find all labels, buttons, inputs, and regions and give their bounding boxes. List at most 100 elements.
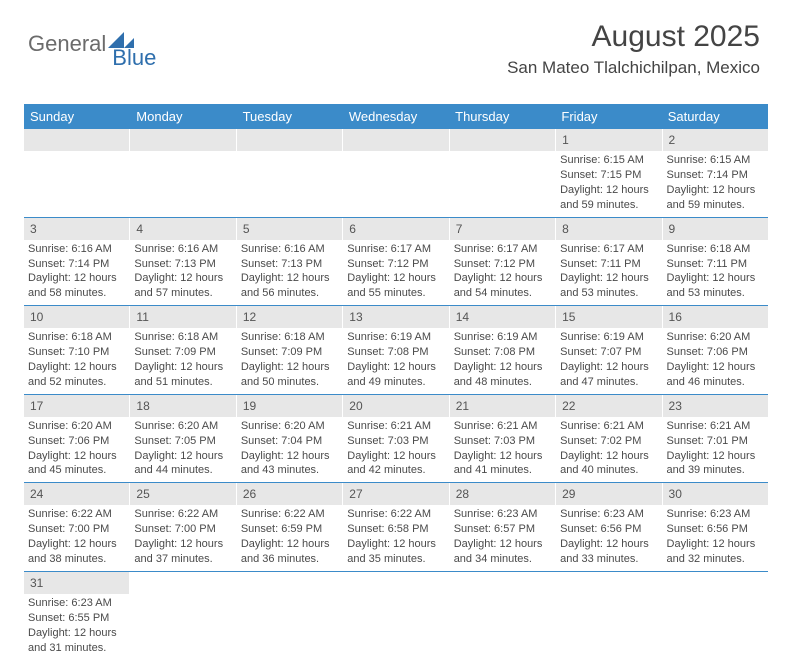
weekday-header: Wednesday [343, 104, 449, 129]
week-row: 10Sunrise: 6:18 AMSunset: 7:10 PMDayligh… [24, 306, 768, 395]
day-number: 31 [24, 572, 129, 594]
sunrise-text: Sunrise: 6:20 AM [667, 330, 764, 345]
day-number: 9 [663, 218, 768, 240]
daylight-text: Daylight: 12 hours and 48 minutes. [454, 360, 551, 390]
day-cell: 1Sunrise: 6:15 AMSunset: 7:15 PMDaylight… [556, 129, 662, 217]
day-number [343, 129, 448, 151]
day-cell: 26Sunrise: 6:22 AMSunset: 6:59 PMDayligh… [237, 483, 343, 571]
daylight-text: Daylight: 12 hours and 53 minutes. [667, 271, 764, 301]
location-text: San Mateo Tlalchichilpan, Mexico [507, 58, 760, 78]
day-body: Sunrise: 6:17 AMSunset: 7:12 PMDaylight:… [343, 242, 448, 301]
daylight-text: Daylight: 12 hours and 41 minutes. [454, 449, 551, 479]
day-body: Sunrise: 6:16 AMSunset: 7:13 PMDaylight:… [237, 242, 342, 301]
daylight-text: Daylight: 12 hours and 39 minutes. [667, 449, 764, 479]
weekday-header: Sunday [24, 104, 130, 129]
sunset-text: Sunset: 7:14 PM [28, 257, 125, 272]
sunset-text: Sunset: 6:58 PM [347, 522, 444, 537]
day-number: 29 [556, 483, 661, 505]
weekday-header: Saturday [662, 104, 768, 129]
day-body: Sunrise: 6:17 AMSunset: 7:12 PMDaylight:… [450, 242, 555, 301]
weekday-header-row: SundayMondayTuesdayWednesdayThursdayFrid… [24, 104, 768, 129]
daylight-text: Daylight: 12 hours and 32 minutes. [667, 537, 764, 567]
sunrise-text: Sunrise: 6:15 AM [667, 153, 764, 168]
sunrise-text: Sunrise: 6:20 AM [28, 419, 125, 434]
day-cell [556, 572, 662, 659]
day-cell [343, 572, 449, 659]
sunset-text: Sunset: 7:07 PM [560, 345, 657, 360]
day-number: 26 [237, 483, 342, 505]
day-body: Sunrise: 6:18 AMSunset: 7:09 PMDaylight:… [130, 330, 235, 389]
day-body: Sunrise: 6:22 AMSunset: 6:59 PMDaylight:… [237, 507, 342, 566]
day-number [450, 572, 555, 594]
sunset-text: Sunset: 7:08 PM [347, 345, 444, 360]
daylight-text: Daylight: 12 hours and 34 minutes. [454, 537, 551, 567]
day-cell [130, 572, 236, 659]
month-title: August 2025 [507, 20, 760, 54]
day-body: Sunrise: 6:20 AMSunset: 7:05 PMDaylight:… [130, 419, 235, 478]
sunset-text: Sunset: 7:09 PM [241, 345, 338, 360]
day-cell: 30Sunrise: 6:23 AMSunset: 6:56 PMDayligh… [663, 483, 768, 571]
day-body: Sunrise: 6:17 AMSunset: 7:11 PMDaylight:… [556, 242, 661, 301]
brand-general-text: General [28, 31, 106, 57]
daylight-text: Daylight: 12 hours and 31 minutes. [28, 626, 125, 656]
day-number [24, 129, 129, 151]
sunset-text: Sunset: 7:10 PM [28, 345, 125, 360]
day-cell [237, 129, 343, 217]
day-number: 21 [450, 395, 555, 417]
day-number: 8 [556, 218, 661, 240]
daylight-text: Daylight: 12 hours and 47 minutes. [560, 360, 657, 390]
day-number: 17 [24, 395, 129, 417]
sunrise-text: Sunrise: 6:21 AM [454, 419, 551, 434]
day-body: Sunrise: 6:18 AMSunset: 7:09 PMDaylight:… [237, 330, 342, 389]
day-cell: 28Sunrise: 6:23 AMSunset: 6:57 PMDayligh… [450, 483, 556, 571]
day-body: Sunrise: 6:16 AMSunset: 7:13 PMDaylight:… [130, 242, 235, 301]
day-body: Sunrise: 6:21 AMSunset: 7:01 PMDaylight:… [663, 419, 768, 478]
day-cell: 21 Sunrise: 6:21 AMSunset: 7:03 PMDayligh… [450, 395, 556, 483]
day-body: Sunrise: 6:20 AMSunset: 7:06 PMDaylight:… [663, 330, 768, 389]
sunset-text: Sunset: 7:02 PM [560, 434, 657, 449]
day-cell: 12Sunrise: 6:18 AMSunset: 7:09 PMDayligh… [237, 306, 343, 394]
sunrise-text: Sunrise: 6:22 AM [347, 507, 444, 522]
day-number: 7 [450, 218, 555, 240]
day-number: 14 [450, 306, 555, 328]
day-number: 27 [343, 483, 448, 505]
daylight-text: Daylight: 12 hours and 59 minutes. [560, 183, 657, 213]
sunset-text: Sunset: 7:03 PM [454, 434, 551, 449]
day-number: 30 [663, 483, 768, 505]
day-number [130, 572, 235, 594]
day-number: 10 [24, 306, 129, 328]
day-number: 2 [663, 129, 768, 151]
sunrise-text: Sunrise: 6:18 AM [28, 330, 125, 345]
day-body: Sunrise: 6:23 AMSunset: 6:56 PMDaylight:… [663, 507, 768, 566]
day-number: 12 [237, 306, 342, 328]
daylight-text: Daylight: 12 hours and 52 minutes. [28, 360, 125, 390]
daylight-text: Daylight: 12 hours and 45 minutes. [28, 449, 125, 479]
week-row: 17Sunrise: 6:20 AMSunset: 7:06 PMDayligh… [24, 395, 768, 484]
sunset-text: Sunset: 7:00 PM [28, 522, 125, 537]
day-body: Sunrise: 6:19 AMSunset: 7:08 PMDaylight:… [343, 330, 448, 389]
day-number [556, 572, 661, 594]
sunrise-text: Sunrise: 6:19 AM [560, 330, 657, 345]
daylight-text: Daylight: 12 hours and 50 minutes. [241, 360, 338, 390]
week-row: 1Sunrise: 6:15 AMSunset: 7:15 PMDaylight… [24, 129, 768, 218]
daylight-text: Daylight: 12 hours and 59 minutes. [667, 183, 764, 213]
weekday-header: Monday [130, 104, 236, 129]
sunrise-text: Sunrise: 6:22 AM [28, 507, 125, 522]
day-cell: 27Sunrise: 6:22 AMSunset: 6:58 PMDayligh… [343, 483, 449, 571]
sunset-text: Sunset: 7:14 PM [667, 168, 764, 183]
day-cell: 22Sunrise: 6:21 AMSunset: 7:02 PMDayligh… [556, 395, 662, 483]
sunrise-text: Sunrise: 6:21 AM [347, 419, 444, 434]
day-cell [450, 572, 556, 659]
weekday-header: Tuesday [237, 104, 343, 129]
sunset-text: Sunset: 6:59 PM [241, 522, 338, 537]
sunset-text: Sunset: 6:55 PM [28, 611, 125, 626]
sunrise-text: Sunrise: 6:22 AM [241, 507, 338, 522]
day-number: 28 [450, 483, 555, 505]
daylight-text: Daylight: 12 hours and 54 minutes. [454, 271, 551, 301]
sunrise-text: Sunrise: 6:16 AM [134, 242, 231, 257]
sunset-text: Sunset: 6:56 PM [560, 522, 657, 537]
sunrise-text: Sunrise: 6:23 AM [560, 507, 657, 522]
sunrise-text: Sunrise: 6:18 AM [134, 330, 231, 345]
day-body: Sunrise: 6:22 AMSunset: 7:00 PMDaylight:… [130, 507, 235, 566]
day-number [450, 129, 555, 151]
